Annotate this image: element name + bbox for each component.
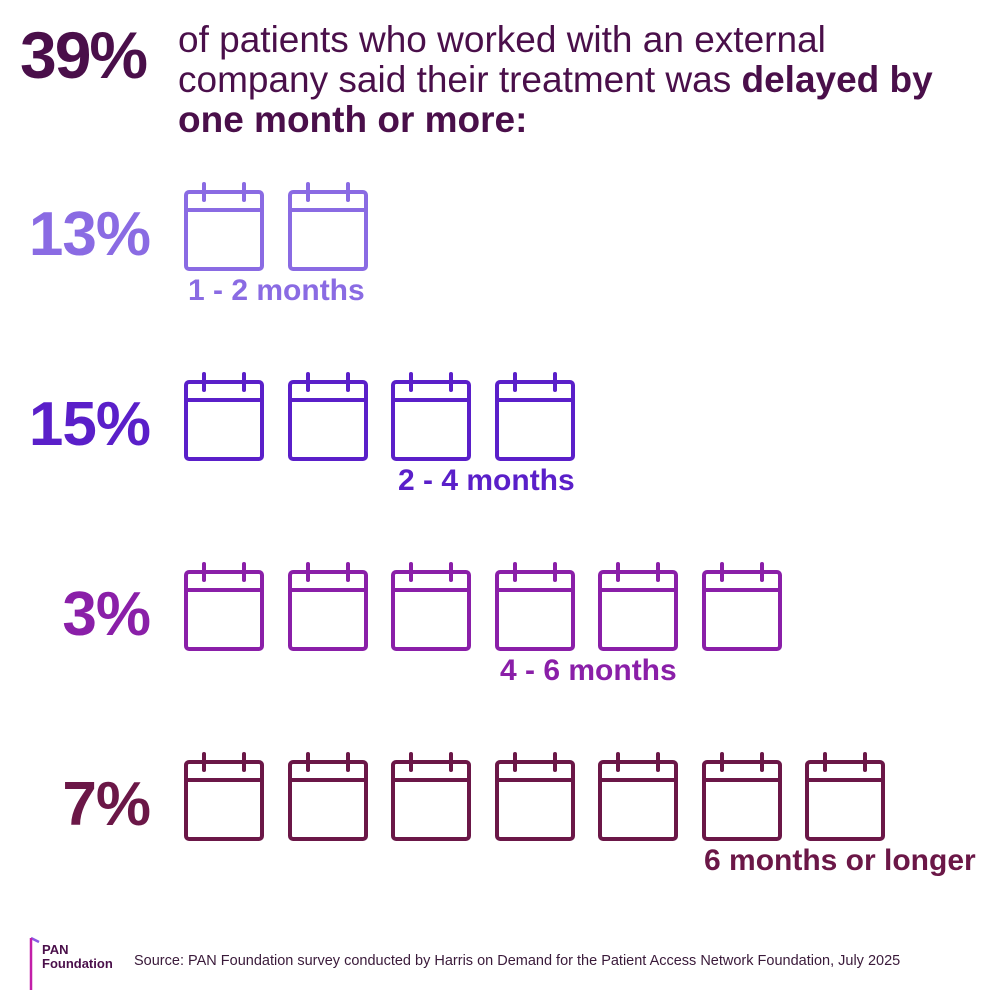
calendar-icon bbox=[701, 752, 782, 841]
logo-text-foundation: Foundation bbox=[42, 956, 113, 971]
row-percent: 3% bbox=[62, 580, 151, 649]
headline-text-bold: delayed by one month or more: bbox=[178, 59, 933, 140]
calendar-icon bbox=[701, 562, 782, 651]
row-percent: 15% bbox=[28, 390, 151, 459]
calendar-icon bbox=[287, 372, 368, 461]
calendar-icon bbox=[184, 372, 264, 461]
calendar-icon bbox=[391, 372, 471, 461]
calendar-icon bbox=[391, 752, 471, 841]
logo-mark-icon bbox=[29, 936, 40, 990]
calendar-icon bbox=[287, 562, 368, 651]
calendar-icon bbox=[494, 562, 575, 651]
row-1-2-months: 13% 1 - 2 months bbox=[0, 180, 1000, 340]
source-note: Source: PAN Foundation survey conducted … bbox=[134, 953, 901, 969]
calendar-icon bbox=[184, 752, 264, 841]
calendar-icon bbox=[184, 182, 264, 271]
row-label: 2 - 4 months bbox=[398, 464, 575, 497]
calendar-icon bbox=[494, 752, 575, 841]
headline-text-regular: of patients who worked with an external … bbox=[178, 19, 826, 100]
headline-percent: 39% bbox=[20, 18, 148, 92]
row-percent: 7% bbox=[62, 770, 151, 839]
row-label: 6 months or longer bbox=[704, 844, 976, 877]
calendar-icon bbox=[494, 372, 575, 461]
calendar-icon bbox=[598, 752, 678, 841]
headline-text: of patients who worked with an external … bbox=[178, 20, 978, 140]
row-6-months-or-longer: 7% 6 months or longer bbox=[0, 750, 1000, 910]
row-4-6-months: 3% 4 - 6 months bbox=[0, 560, 1000, 720]
calendar-icon bbox=[287, 182, 368, 271]
logo-mark-top bbox=[30, 936, 40, 944]
calendar-icon bbox=[287, 752, 368, 841]
calendar-icon bbox=[391, 562, 471, 651]
calendar-icon bbox=[805, 752, 885, 841]
calendar-icon bbox=[598, 562, 678, 651]
row-label: 4 - 6 months bbox=[500, 654, 677, 687]
pan-foundation-logo: PAN Foundation bbox=[28, 936, 138, 994]
logo-text-pan: PAN bbox=[42, 942, 69, 957]
row-percent: 13% bbox=[28, 200, 151, 269]
row-label: 1 - 2 months bbox=[188, 274, 365, 307]
row-2-4-months: 15% 2 - 4 months bbox=[0, 370, 1000, 530]
calendar-icon bbox=[184, 562, 264, 651]
